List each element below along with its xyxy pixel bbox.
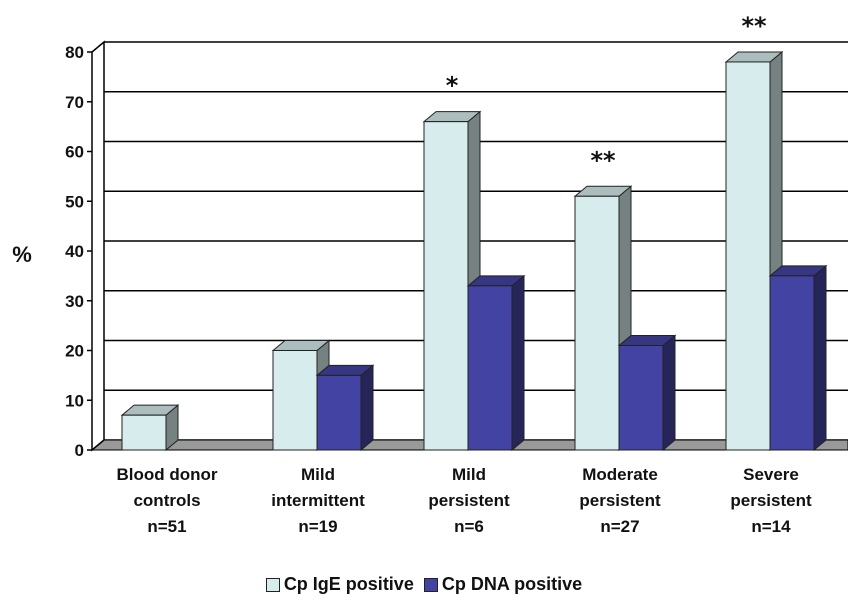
legend: Cp IgE positive Cp DNA positive xyxy=(0,574,848,595)
x-tick-label: Mild persistent n=6 xyxy=(428,465,510,536)
bar xyxy=(573,185,633,452)
bar xyxy=(466,274,526,452)
x-tick-label-line: n=14 xyxy=(751,517,791,536)
bar-side xyxy=(813,264,827,452)
bar-front xyxy=(467,285,513,451)
bar-front xyxy=(272,350,318,451)
x-tick-label-line: persistent xyxy=(579,491,661,510)
bar xyxy=(768,264,828,452)
x-tick-label-line: Blood donor xyxy=(116,465,217,484)
x-tick-label-line: Severe xyxy=(743,465,799,484)
x-tick-label-line: n=27 xyxy=(600,517,639,536)
y-axis-label: % xyxy=(12,242,32,267)
y-tick-label: 40 xyxy=(65,242,84,261)
y-tick-label: 80 xyxy=(65,43,84,62)
y-tick-label: 0 xyxy=(75,441,84,460)
x-tick-label-line: n=6 xyxy=(454,517,484,536)
y-tick-label: 10 xyxy=(65,391,84,410)
bar-front xyxy=(423,121,469,451)
y-tick-label: 60 xyxy=(65,143,84,162)
bar xyxy=(120,404,180,452)
bar-side xyxy=(511,274,525,452)
significance-marker: ** xyxy=(590,146,616,174)
legend-swatch-ige xyxy=(265,577,280,592)
x-tick-label-line: intermittent xyxy=(271,491,365,510)
x-tick-label: Mild intermittent n=19 xyxy=(271,465,365,536)
x-tick-label: Moderate persistent n=27 xyxy=(579,465,661,536)
legend-item-ige: Cp IgE positive xyxy=(265,574,414,595)
legend-label-ige: Cp IgE positive xyxy=(283,574,414,594)
significance-marker: * xyxy=(446,72,459,100)
significance-marker: ** xyxy=(741,12,767,40)
x-tick-label-line: n=51 xyxy=(147,517,186,536)
legend-item-dna: Cp DNA positive xyxy=(423,574,583,595)
legend-label-dna: Cp DNA positive xyxy=(441,574,583,594)
x-tick-label-line: Mild xyxy=(452,465,486,484)
x-tick-label-line: persistent xyxy=(428,491,510,510)
y-tick-label: 20 xyxy=(65,342,84,361)
chart-left-wall xyxy=(91,40,105,452)
y-tick-label: 30 xyxy=(65,292,84,311)
x-tick-label-line: persistent xyxy=(730,491,812,510)
x-tick-label: Blood donor controls n=51 xyxy=(116,465,217,536)
x-tick-label-line: Mild xyxy=(301,465,335,484)
x-tick-label-line: Moderate xyxy=(582,465,658,484)
x-tick-label: Severe persistent n=14 xyxy=(730,465,812,536)
x-tick-label-line: n=19 xyxy=(298,517,337,536)
bar-front xyxy=(574,195,620,451)
legend-swatch-dna xyxy=(423,577,438,592)
bar-front xyxy=(121,414,167,451)
x-tick-label-line: controls xyxy=(133,491,200,510)
bar-front xyxy=(725,61,771,451)
bar xyxy=(617,334,677,452)
bar-side xyxy=(662,334,676,452)
y-tick-label: 70 xyxy=(65,93,84,112)
y-tick-label: 50 xyxy=(65,192,84,211)
bar-front xyxy=(769,275,815,451)
bar-side xyxy=(360,364,374,452)
bar-front xyxy=(618,345,664,451)
bar-front xyxy=(316,374,362,451)
bar xyxy=(315,364,375,452)
chart: 0 10 20 30 40 50 60 70 80% Blood donor controls n=5… xyxy=(12,12,848,536)
